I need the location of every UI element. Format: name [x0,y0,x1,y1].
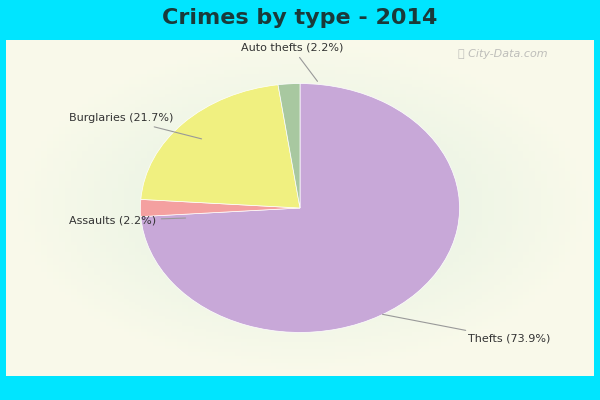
Text: Burglaries (21.7%): Burglaries (21.7%) [68,114,202,139]
Wedge shape [141,85,300,208]
Wedge shape [141,84,460,332]
Text: Auto thefts (2.2%): Auto thefts (2.2%) [241,42,343,81]
Text: Crimes by type - 2014: Crimes by type - 2014 [163,8,437,28]
Wedge shape [140,200,300,216]
Wedge shape [278,84,300,208]
Text: Thefts (73.9%): Thefts (73.9%) [383,314,550,344]
Text: ⓘ City-Data.com: ⓘ City-Data.com [458,49,547,59]
Text: Assaults (2.2%): Assaults (2.2%) [68,216,185,226]
